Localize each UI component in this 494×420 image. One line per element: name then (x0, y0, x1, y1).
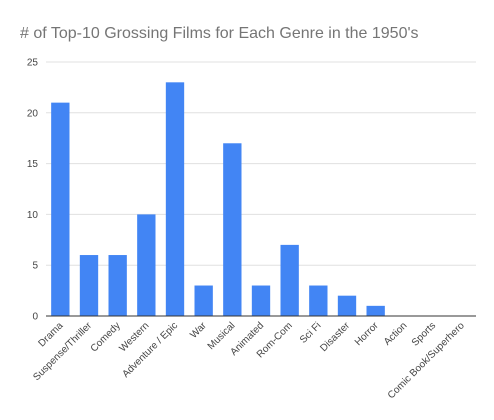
x-tick-label: War (188, 320, 209, 341)
y-tick-labels: 0 5 10 15 20 25 (27, 58, 39, 323)
x-tick-labels: DramaSuspense/ThrillerComedyWesternAdven… (31, 320, 467, 401)
bar (51, 102, 70, 316)
bar (309, 285, 328, 316)
y-tick-label: 5 (32, 261, 38, 272)
bar (165, 82, 185, 316)
bar (337, 295, 357, 316)
y-tick-label: 10 (27, 210, 39, 221)
bar (223, 143, 242, 316)
bar (108, 255, 127, 316)
x-tick-label: Sci Fi (298, 320, 323, 345)
y-tick-label: 25 (27, 58, 39, 69)
y-tick-label: 0 (32, 312, 38, 323)
y-tick-label: 20 (27, 108, 39, 119)
y-tick-label: 15 (27, 159, 39, 170)
x-tick-label: Disaster (318, 320, 352, 354)
x-tick-label: Horror (353, 320, 381, 348)
x-tick-label: Action (382, 320, 409, 347)
x-tick-label: Adventure / Epic (120, 320, 180, 380)
x-tick-label: Comedy (89, 320, 123, 354)
bars (51, 82, 385, 316)
bar (366, 305, 385, 316)
gridlines (46, 61, 476, 266)
bar (194, 285, 213, 316)
bar (280, 244, 299, 316)
bar (137, 214, 156, 316)
bar (251, 285, 271, 316)
bar (79, 255, 99, 316)
chart-title: # of Top-10 Grossing Films for Each Genr… (20, 25, 419, 42)
